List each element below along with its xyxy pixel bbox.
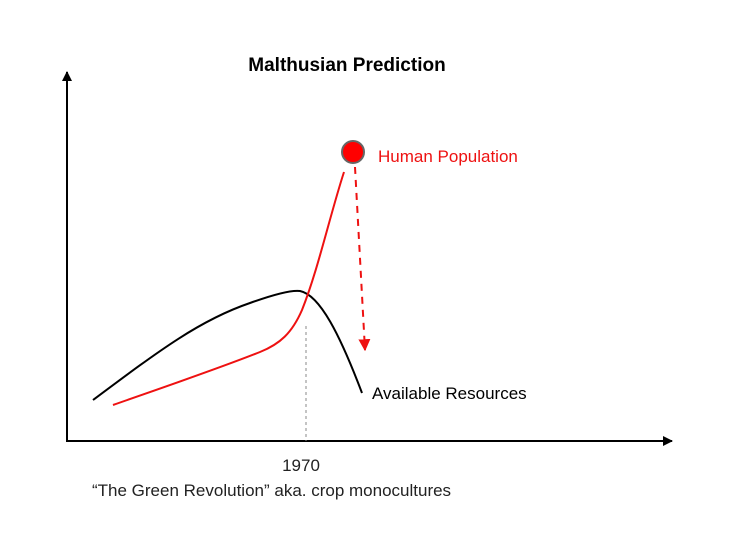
green-revolution-caption: “The Green Revolution” aka. crop monocul… <box>92 481 451 500</box>
population-label: Human Population <box>378 147 518 166</box>
year-label: 1970 <box>282 456 320 475</box>
resources-label: Available Resources <box>372 384 527 403</box>
diagram-title: Malthusian Prediction <box>248 55 445 76</box>
resources-curve <box>92 289 363 401</box>
population-marker-dot <box>341 140 365 164</box>
collapse-arrow <box>354 166 371 352</box>
population-curve <box>112 171 345 406</box>
